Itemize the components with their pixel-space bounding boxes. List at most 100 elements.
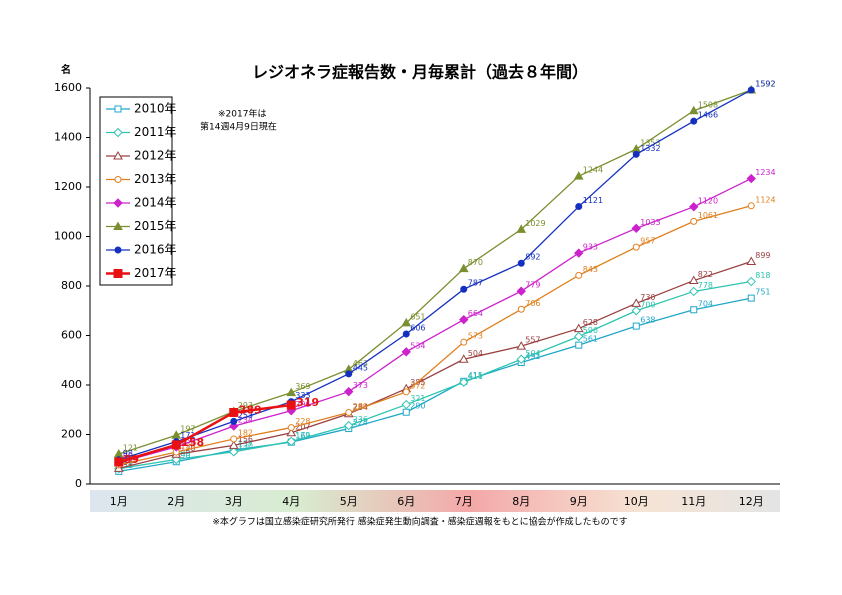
data-label: 169 [295,432,310,441]
x-tick-label: 2月 [167,495,185,508]
data-label: 137 [238,440,253,449]
data-point [114,457,124,467]
data-point [401,347,411,357]
series-line [118,260,752,470]
data-point [345,370,353,378]
data-point [574,248,584,258]
x-tick-label: 11月 [681,495,706,508]
data-label: 822 [698,270,713,279]
data-point [228,440,239,449]
data-label: 818 [755,271,770,280]
legend-marker [113,127,123,138]
data-point [516,354,526,364]
chart-title: レジオネラ症報告数・月毎累計（過去８年間） [252,63,588,82]
data-point [747,86,755,94]
data-label: 228 [295,417,310,426]
legend-label: 2011年 [134,125,177,139]
data-point [458,263,469,273]
legend-label: 2010年 [134,102,177,116]
data-point [171,454,181,465]
data-label: 870 [468,258,483,267]
data-label: 1033 [640,218,660,227]
data-label: 933 [583,243,598,252]
data-label: 561 [583,335,598,344]
series-line [118,280,752,470]
data-label: 150 [180,436,195,445]
y-tick-label: 1400 [54,131,82,144]
data-label: 706 [525,299,540,308]
legend-marker [113,221,123,230]
legend-marker [113,150,123,160]
data-label: 779 [525,281,540,290]
data-point [631,306,641,316]
month-band [90,490,780,512]
data-label: 491 [525,352,540,361]
data-point [287,424,295,432]
data-label: 628 [583,318,598,327]
data-label: 156 [238,435,253,444]
x-tick-label: 3月 [225,495,243,508]
y-tick-label: 1000 [54,230,82,243]
data-label: 445 [353,363,368,372]
data-point [690,217,698,225]
data-label: 290 [410,402,425,411]
data-label: 197 [180,425,195,434]
data-point [458,354,469,363]
data-label: 130 [238,441,253,450]
data-label: 289 [239,403,262,416]
data-label: 253 [238,411,253,420]
data-point [631,298,642,307]
data-point [632,243,640,251]
data-point [689,286,699,297]
data-point [632,150,640,158]
data-point [229,407,239,417]
data-label: 321 [410,394,425,403]
data-point [575,341,583,349]
data-label: 207 [295,422,310,431]
data-label: 1508 [698,100,718,109]
data-label: 172 [295,431,310,440]
data-point [344,420,354,431]
data-label: 892 [525,253,540,262]
data-point [747,294,755,302]
annotation: 第14週4月9日現在 [200,121,277,133]
data-label: 234 [238,416,253,425]
data-label: 296 [295,400,310,409]
data-label: 289 [353,402,368,411]
data-point [286,436,296,447]
data-label: 606 [410,324,425,333]
x-tick-label: 5月 [340,495,358,508]
data-label: 1466 [698,111,718,120]
data-label: 171 [180,431,195,440]
legend-marker [113,198,123,208]
data-point [575,203,583,211]
data-label: 638 [640,316,655,325]
data-point [344,386,354,397]
legend-box [99,96,173,286]
data-point [401,317,412,327]
data-point [516,224,527,233]
series-line [118,178,752,464]
data-point [286,427,297,437]
data-label: 369 [295,382,310,391]
series-line [118,89,752,455]
data-label: 1234 [755,168,775,177]
data-label: 98 [123,449,133,458]
data-label: 504 [468,349,483,358]
data-label: 129 [180,442,195,451]
legend-marker [114,176,122,183]
data-label: 730 [640,293,655,302]
data-label: 704 [698,299,713,308]
data-label: 596 [583,326,598,335]
data-label: 787 [468,279,483,288]
legend-marker [114,246,122,254]
data-label: 843 [583,265,598,274]
data-label: 651 [410,312,425,321]
data-point [460,285,468,293]
y-tick-label: 200 [61,428,82,441]
data-point [573,171,584,180]
y-tick-label: 1600 [54,81,82,94]
y-tick-label: 0 [75,477,82,490]
data-label: 573 [468,332,483,341]
y-tick-label: 800 [61,279,82,292]
